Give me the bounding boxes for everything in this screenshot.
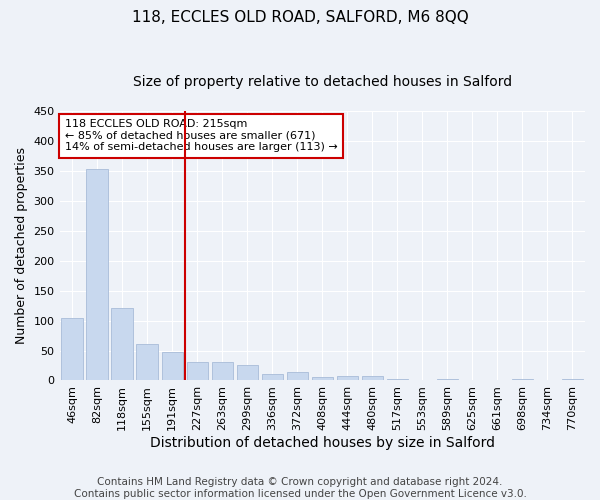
Bar (287, 372, 308, 380)
Text: Contains HM Land Registry data © Crown copyright and database right 2024.
Contai: Contains HM Land Registry data © Crown c… (74, 478, 526, 499)
Bar (337, 376, 358, 380)
X-axis label: Distribution of detached houses by size in Salford: Distribution of detached houses by size … (150, 436, 495, 450)
Bar (187, 362, 208, 380)
Bar (262, 374, 283, 380)
Bar (161, 352, 183, 380)
Bar (236, 366, 258, 380)
Y-axis label: Number of detached properties: Number of detached properties (15, 147, 28, 344)
Bar (362, 376, 383, 380)
Bar (311, 377, 333, 380)
Title: Size of property relative to detached houses in Salford: Size of property relative to detached ho… (133, 75, 512, 89)
Text: 118, ECCLES OLD ROAD, SALFORD, M6 8QQ: 118, ECCLES OLD ROAD, SALFORD, M6 8QQ (131, 10, 469, 25)
Text: 118 ECCLES OLD ROAD: 215sqm
← 85% of detached houses are smaller (671)
14% of se: 118 ECCLES OLD ROAD: 215sqm ← 85% of det… (65, 119, 338, 152)
Bar (86, 169, 108, 380)
Bar (112, 308, 133, 380)
Bar (136, 344, 158, 381)
Bar (61, 318, 83, 380)
Bar (212, 362, 233, 380)
